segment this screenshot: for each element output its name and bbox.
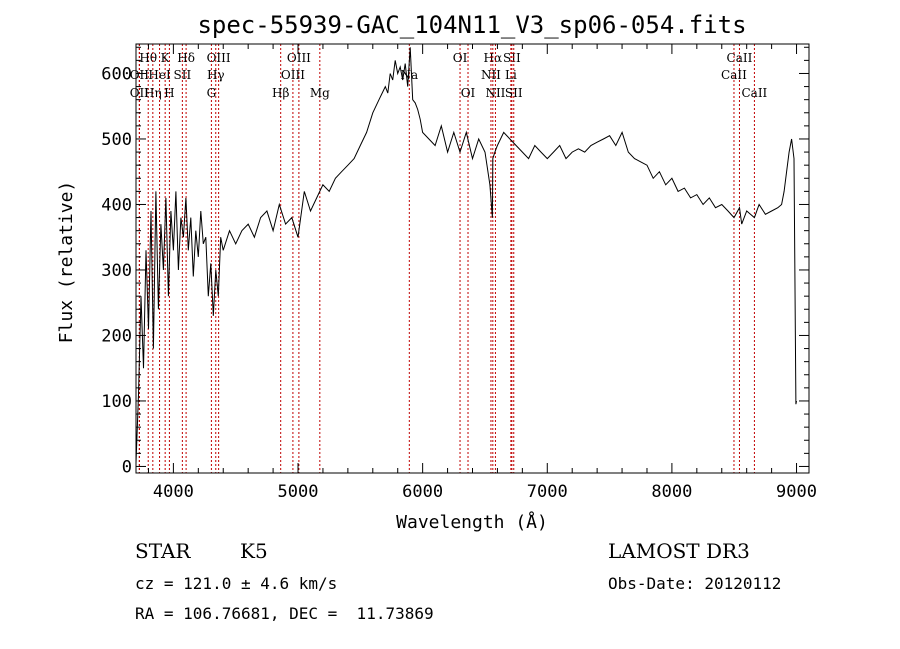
axis-ticks: 4000 5000 6000 7000 8000 9000 0 100 200 300 400 500… bbox=[101, 44, 817, 502]
x-tick-label: 9000 bbox=[776, 482, 817, 502]
spectral-line-label: Hα bbox=[484, 51, 503, 65]
spectral-line-label: Hβ bbox=[272, 86, 289, 100]
spectral-line-label: SII bbox=[505, 86, 523, 100]
spectral-line-label: SII bbox=[174, 68, 192, 82]
spectral-line-label: Hη bbox=[144, 86, 162, 100]
spectral-line-label: OI bbox=[461, 86, 476, 100]
obs-date: Obs-Date: 20120112 bbox=[608, 574, 782, 593]
y-tick-label: 200 bbox=[101, 326, 132, 346]
y-tick-label: 0 bbox=[122, 457, 132, 477]
spectral-line-label: NII bbox=[485, 86, 505, 100]
y-tick-label: 500 bbox=[101, 130, 132, 150]
x-tick-label: 4000 bbox=[153, 482, 194, 502]
spectral-line-label: CaII bbox=[741, 86, 767, 100]
x-axis-label: Wavelength (Å) bbox=[396, 511, 548, 533]
x-tick-label: 8000 bbox=[651, 482, 692, 502]
spectral-line-label: Hγ bbox=[207, 68, 225, 82]
spectral-line-label: NII bbox=[481, 68, 501, 82]
spectral-line-label: OIII bbox=[207, 51, 231, 65]
spectral-line-label: Mg bbox=[310, 86, 330, 100]
x-tick-label: 7000 bbox=[527, 482, 568, 502]
coordinates: RA = 106.76681, DEC = 11.73869 bbox=[135, 604, 434, 623]
redshift-readout: cz = 121.0 ± 4.6 km/s bbox=[135, 574, 338, 593]
x-tick-label: 5000 bbox=[278, 482, 319, 502]
spectral-line-label: Li bbox=[505, 68, 517, 82]
chart-title: spec-55939-GAC_104N11_V3_sp06-054.fits bbox=[197, 11, 746, 39]
y-tick-label: 400 bbox=[101, 195, 132, 215]
y-tick-label: 100 bbox=[101, 392, 132, 412]
spectral-line-label: Hδ bbox=[177, 51, 195, 65]
y-tick-label: 600 bbox=[101, 64, 132, 84]
spectral-line-label: Hθ bbox=[139, 51, 157, 65]
x-tick-label: 6000 bbox=[402, 482, 443, 502]
flux-series-line bbox=[135, 47, 797, 464]
spectral-line-label: G bbox=[207, 86, 217, 100]
y-axis-label: Flux (relative) bbox=[56, 181, 77, 344]
object-subclass: K5 bbox=[240, 539, 268, 563]
spectral-line-label: OIII bbox=[287, 51, 311, 65]
spectral-line-label: H bbox=[164, 86, 174, 100]
plot-frame bbox=[135, 43, 810, 474]
y-tick-label: 300 bbox=[101, 261, 132, 281]
spectral-line-label: OII bbox=[130, 86, 150, 100]
spectral-line-label: HeI bbox=[148, 68, 171, 82]
survey-name: LAMOST DR3 bbox=[608, 539, 750, 563]
spectral-line-label: CaII bbox=[721, 68, 747, 82]
spectral-line-label: SII bbox=[503, 51, 521, 65]
spectral-line-label: OIII bbox=[281, 68, 305, 82]
spectral-line-label: OII bbox=[130, 68, 150, 82]
spectral-line-label: CaII bbox=[727, 51, 753, 65]
spectral-line-label: OI bbox=[453, 51, 468, 65]
object-class: STAR bbox=[135, 539, 191, 563]
spectral-line-label: Na bbox=[400, 68, 418, 82]
spectral-line-label: K bbox=[161, 51, 171, 65]
